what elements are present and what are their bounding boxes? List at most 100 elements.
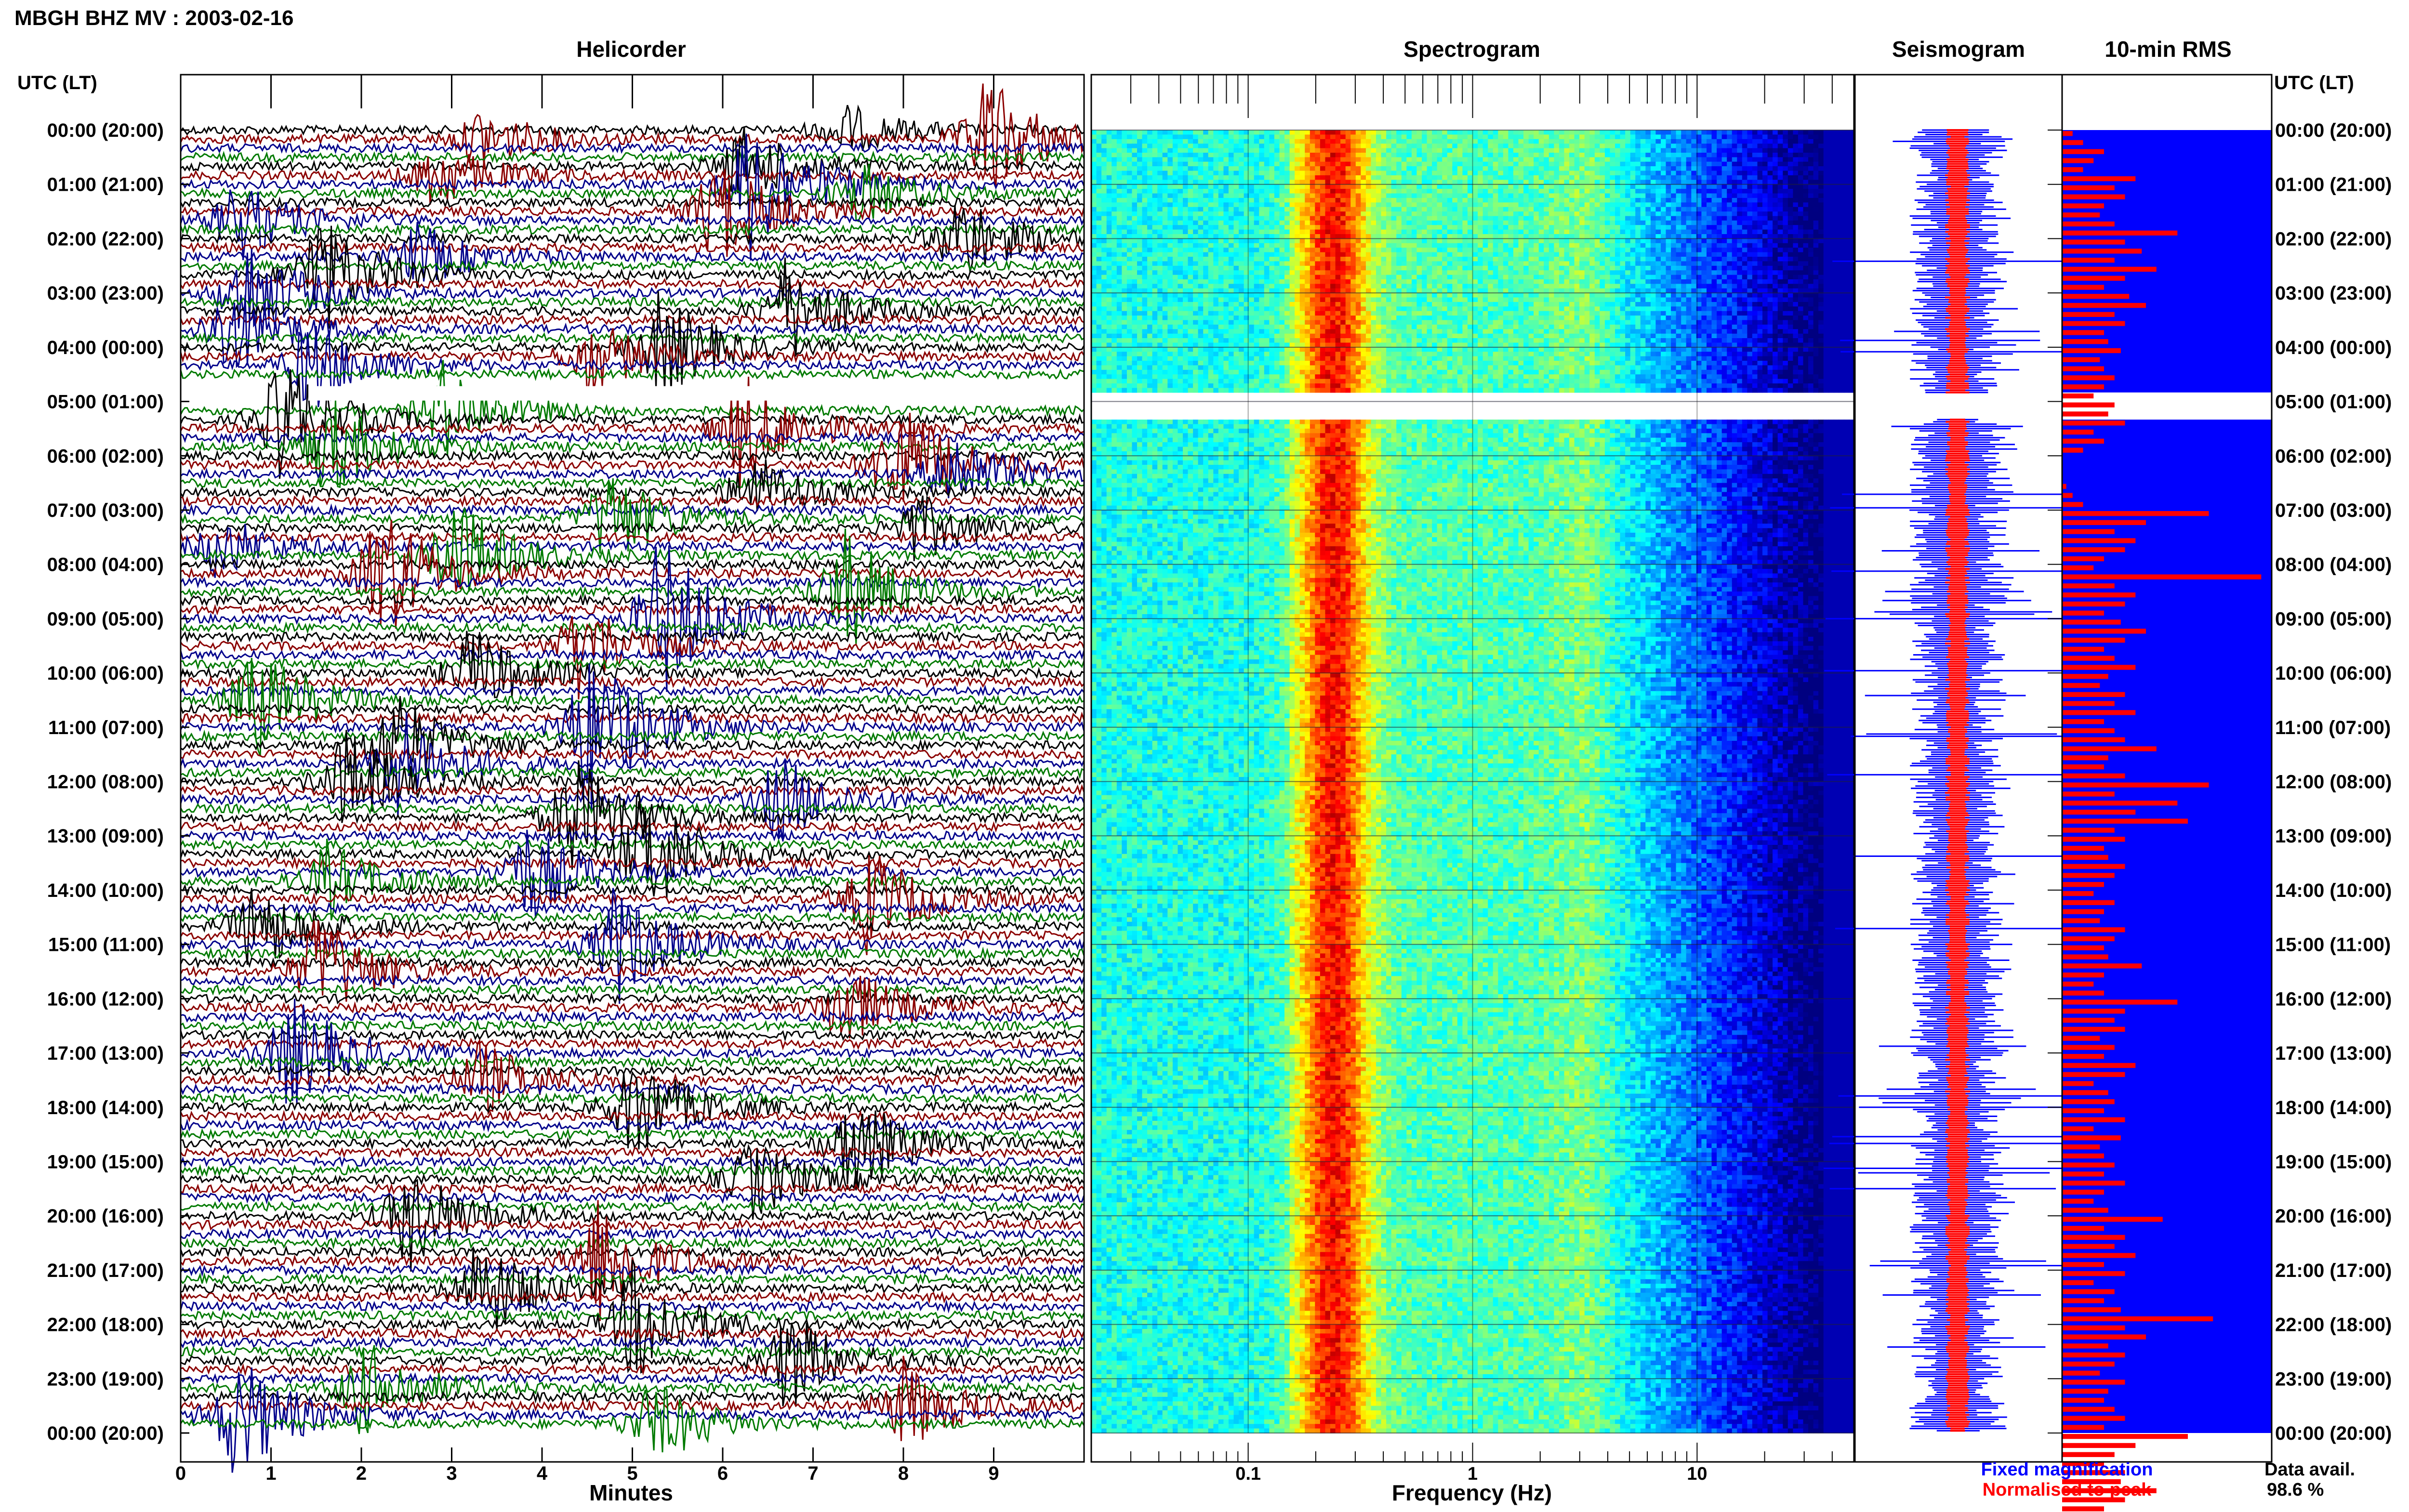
spectrogram-cell [1732,134,1737,139]
spectrogram-cell [1473,153,1478,158]
spectrogram-cell [1300,139,1305,144]
spectrogram-cell [1300,130,1305,135]
spectrogram-cell [1813,139,1819,144]
spectrogram-cell [1589,139,1595,144]
spectrogram-cell [1117,153,1122,158]
spectrogram-cell [1534,130,1539,135]
spectrogram-cell [1254,148,1259,153]
spectrogram-cell [1452,134,1457,139]
spectrogram-cell [1127,148,1132,153]
spectrogram-cell [1305,148,1310,153]
spectrogram-cell [1620,144,1626,148]
spectrogram-cell [1473,144,1478,148]
spectrogram-cell [1676,148,1681,153]
spectrogram-cell [1447,148,1453,153]
spectrogram-cell [1762,130,1768,135]
spectrogram-cell [1651,148,1656,153]
spectrogram-cell [1183,153,1188,158]
spectrogram-cell [1462,139,1468,144]
spectrogram-cell [1315,130,1320,135]
spectrogram-cell [1437,153,1443,158]
spectrogram-cell [1691,139,1696,144]
spectrogram-cell [1539,139,1544,144]
spectrogram-cell [1717,134,1722,139]
spectrogram-cell [1783,144,1788,148]
spectrogram-cell [1473,134,1478,139]
spectrogram-cell [1188,153,1193,158]
spectrogram-cell [1493,144,1498,148]
rms-title: 10-min RMS [2105,37,2231,62]
spectrogram-cell [1493,134,1498,139]
spectrogram-cell [1732,130,1737,135]
spectrogram-cell [1163,153,1168,158]
spectrogram-cell [1554,148,1559,153]
spectrogram-cell [1101,144,1107,148]
spectrogram-cell [1519,130,1524,135]
spectrogram-cell [1336,144,1341,148]
spectrogram-cell [1305,153,1310,158]
spectrogram-cell [1137,134,1142,139]
spectrogram-cell [1269,148,1274,153]
spectrogram-cell [1198,130,1204,135]
spectrogram-cell [1788,139,1793,144]
spectrogram-cell [1625,139,1630,144]
spectrogram-cell [1605,139,1610,144]
spectrogram-cell [1727,144,1732,148]
spectrogram-cell [1274,130,1280,135]
spectrogram-cell [1447,130,1453,135]
spectrogram-cell [1422,130,1427,135]
spectrogram-cell [1254,134,1259,139]
spectrogram-cell [1336,134,1341,139]
spectrogram-cell [1554,139,1559,144]
spectrogram-cell [1315,144,1320,148]
spectrogram-cell [1768,134,1773,139]
spectrogram-cell [1788,148,1793,153]
spectrogram-cell [1701,134,1707,139]
spectrogram-cell [1513,144,1519,148]
spectrogram-cell [1280,134,1285,139]
spectrogram-cell [1193,134,1198,139]
spectrogram-cell [1198,148,1204,153]
spectrogram-cell [1523,144,1529,148]
spectrogram-cell [1346,148,1351,153]
spectrogram-cell [1442,130,1447,135]
spectrogram-cell [1752,130,1758,135]
spectrogram-cell [1300,134,1305,139]
spectrogram-cell [1249,144,1254,148]
spectrogram-cell [1406,130,1412,135]
spectrogram-cell [1676,139,1681,144]
spectrogram-cell [1589,130,1595,135]
spectrogram-cell [1844,148,1849,153]
spectrogram-cell [1762,144,1768,148]
spectrogram-cell [1208,148,1214,153]
spectrogram-cell [1122,153,1127,158]
spectrogram-cell [1376,139,1381,144]
spectrogram-cell [1391,134,1397,139]
spectrogram-cell [1147,130,1152,135]
spectrogram-cell [1641,130,1646,135]
spectrogram-cell [1773,148,1778,153]
spectrogram-cell [1310,153,1315,158]
spectrogram-cell [1274,144,1280,148]
spectrogram-cell [1488,148,1493,153]
spectrogram-cell [1488,139,1493,144]
spectrogram-cell [1818,148,1824,153]
spectrogram-cell [1330,153,1336,158]
spectrogram-cell [1691,130,1696,135]
spectrogram-cell [1152,134,1158,139]
spectrogram-cell [1097,134,1102,139]
spectrogram-cell [1783,130,1788,135]
spectrogram-cell [1101,139,1107,144]
spectrogram-cell [1416,144,1422,148]
spectrogram-cell [1462,148,1468,153]
spectrogram-cell [1589,134,1595,139]
spectrogram-cell [1259,148,1264,153]
spectrogram-cell [1208,130,1214,135]
spectrogram-cell [1295,139,1300,144]
spectrogram-cell [1798,144,1803,148]
spectrogram-cell [1661,139,1666,144]
spectrogram-cell [1320,139,1325,144]
spectrogram-cell [1691,148,1696,153]
spectrogram-cell [1768,148,1773,153]
spectrogram-cell [1803,144,1809,148]
